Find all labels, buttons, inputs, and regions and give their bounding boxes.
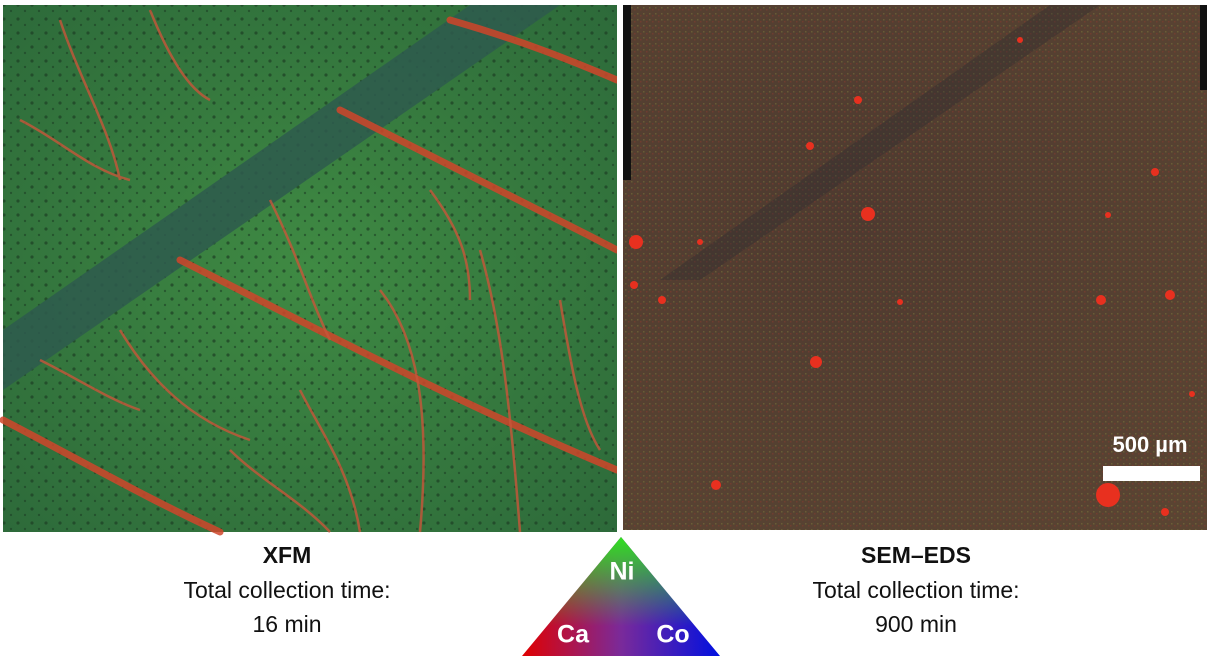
scale-bar-label: 500 µm xyxy=(1112,432,1187,457)
color-legend: Ni Ca Co xyxy=(522,537,720,656)
panel-title: SEM–EDS xyxy=(861,542,971,568)
caption-line: Total collection time: xyxy=(183,577,390,603)
sem-eds-caption: SEM–EDS Total collection time: 900 min xyxy=(812,542,1019,637)
legend-label: Ni xyxy=(610,558,635,586)
caption-line: 16 min xyxy=(252,611,321,637)
figure: 500 µm XFM Total collection time: 16 min… xyxy=(0,0,1212,657)
scale-bar xyxy=(1103,466,1200,481)
divider xyxy=(617,0,623,537)
xfm-image xyxy=(3,5,617,532)
panel-title: XFM xyxy=(263,542,312,568)
sem-eds-image: 500 µm xyxy=(623,5,1207,530)
legend-label: Ca xyxy=(557,621,590,649)
xfm-caption: XFM Total collection time: 16 min xyxy=(183,542,390,637)
legend-label: Co xyxy=(656,621,689,649)
caption-line: 900 min xyxy=(875,611,957,637)
caption-line: Total collection time: xyxy=(812,577,1019,603)
